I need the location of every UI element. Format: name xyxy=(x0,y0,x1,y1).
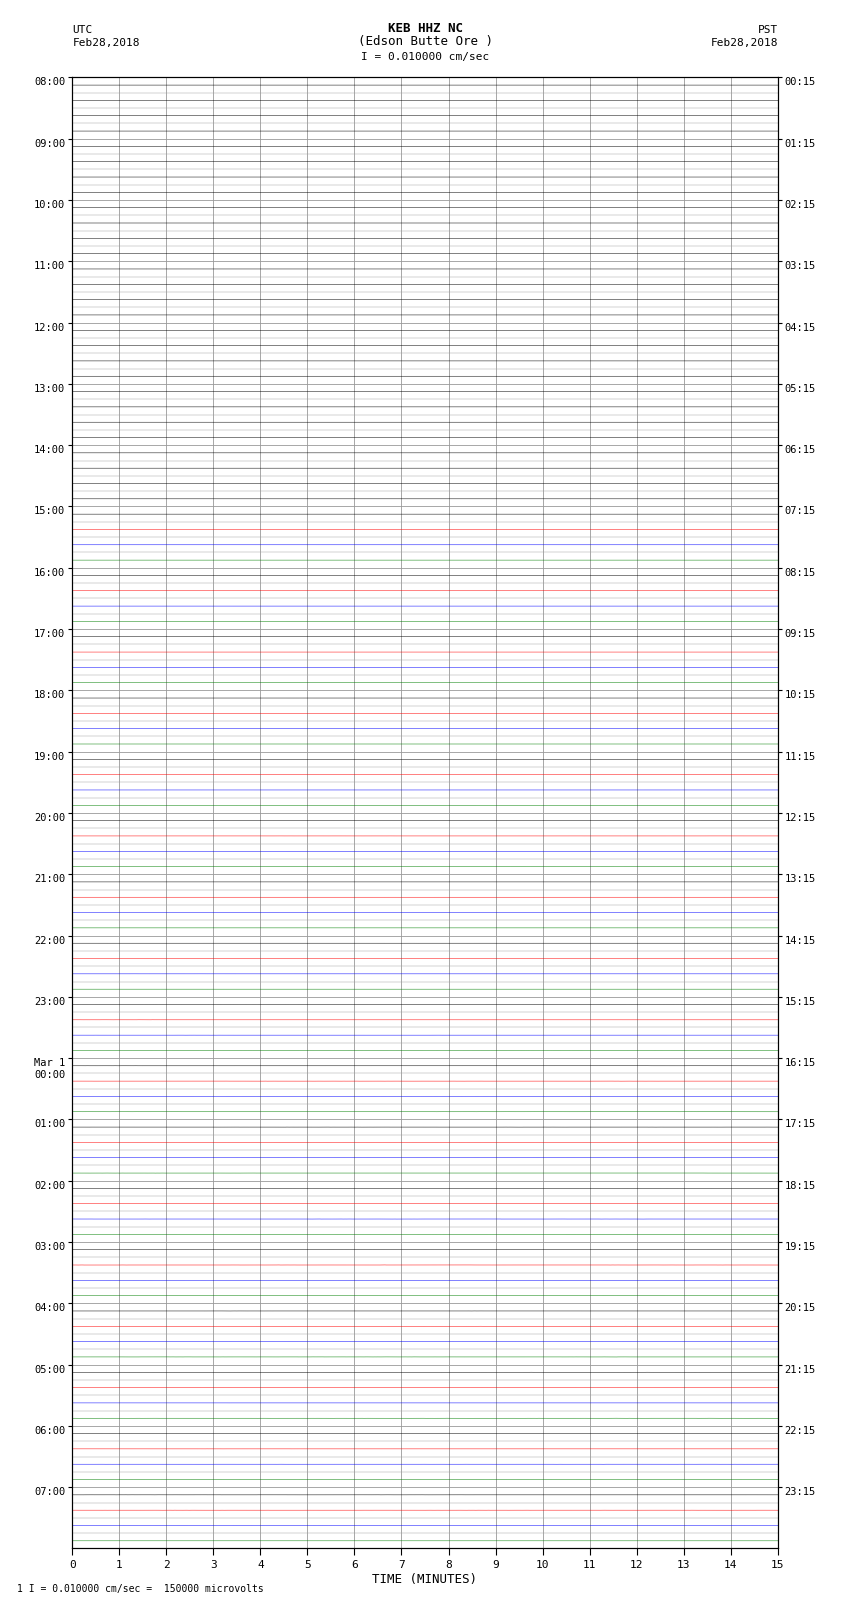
Text: Feb28,2018: Feb28,2018 xyxy=(711,39,778,48)
X-axis label: TIME (MINUTES): TIME (MINUTES) xyxy=(372,1573,478,1586)
Text: Feb28,2018: Feb28,2018 xyxy=(72,39,139,48)
Text: KEB HHZ NC: KEB HHZ NC xyxy=(388,21,462,35)
Text: 1 I = 0.010000 cm/sec =  150000 microvolts: 1 I = 0.010000 cm/sec = 150000 microvolt… xyxy=(17,1584,264,1594)
Text: (Edson Butte Ore ): (Edson Butte Ore ) xyxy=(358,35,492,48)
Text: UTC: UTC xyxy=(72,24,93,35)
Text: I = 0.010000 cm/sec: I = 0.010000 cm/sec xyxy=(361,52,489,63)
Text: PST: PST xyxy=(757,24,778,35)
